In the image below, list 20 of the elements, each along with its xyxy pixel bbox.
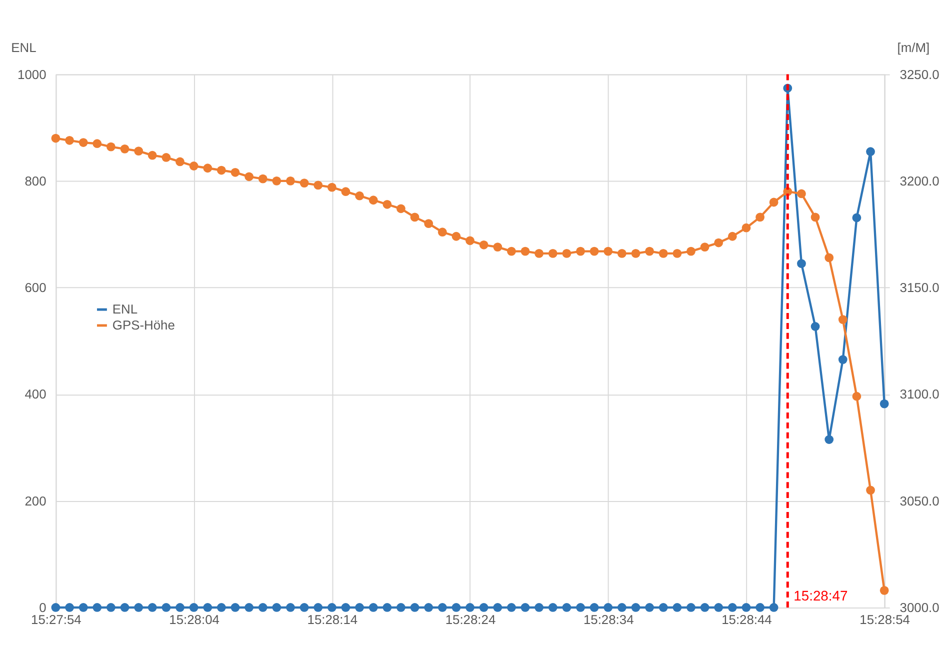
y-axis-title: ENL: [11, 40, 36, 55]
y2-tick-label: 3100.0: [900, 386, 940, 402]
x-tick-label: 15:28:24: [445, 612, 496, 627]
y-tick-label: 600: [24, 280, 46, 296]
legend-label: GPS-Höhe: [112, 317, 175, 332]
y-tick-label: 400: [24, 386, 46, 402]
legend-label: ENL: [112, 302, 138, 317]
x-tick-label: 15:28:14: [307, 612, 358, 627]
y-tick-label: 800: [24, 173, 46, 188]
y2-tick-label: 3150.0: [900, 280, 940, 296]
y-tick-label: 1000: [18, 66, 46, 82]
x-tick-label: 15:28:44: [722, 612, 772, 627]
y2-tick-label: 3050.0: [900, 493, 940, 508]
x-tick-label: 15:28:34: [583, 612, 634, 627]
y2-tick-label: 3200.0: [900, 173, 940, 188]
y2-axis-title: [m/M]: [897, 40, 930, 55]
x-tick-label: 15:28:04: [169, 612, 220, 627]
y2-tick-label: 3250.0: [900, 66, 940, 82]
y-tick-label: 200: [24, 493, 46, 508]
ref-line-label: 15:28:47: [794, 588, 848, 604]
